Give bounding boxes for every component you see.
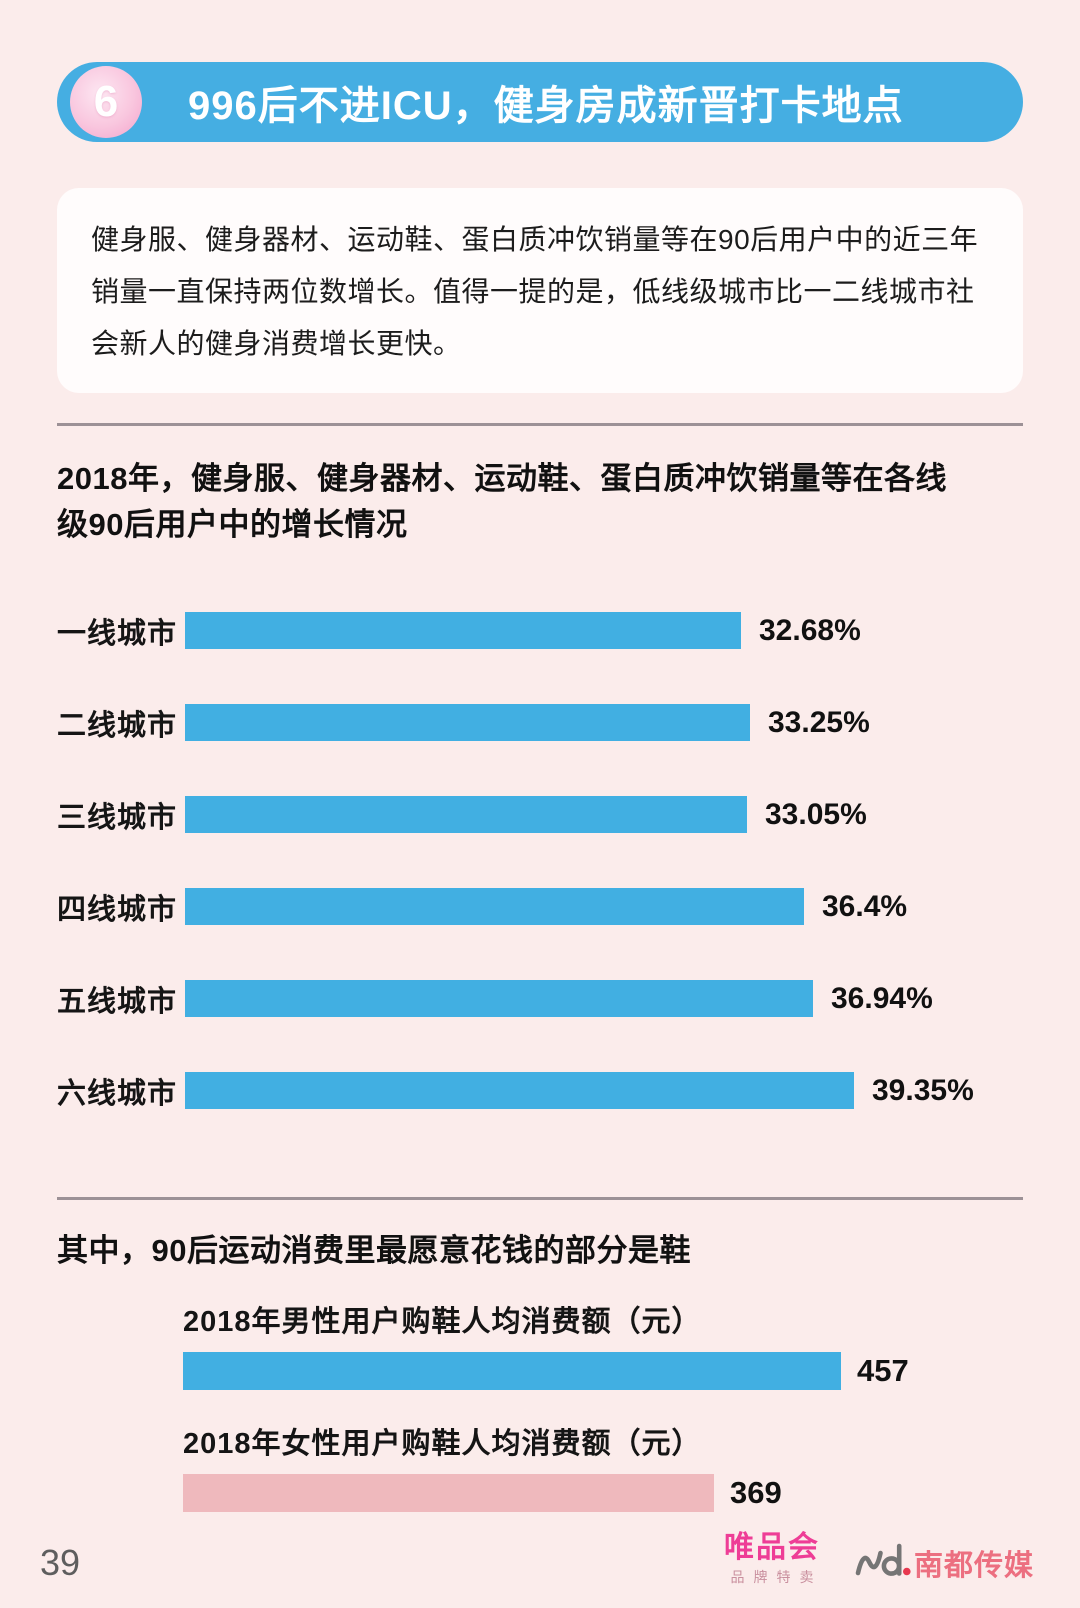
- bar-tier3: [185, 796, 747, 834]
- section-header-banner: 6 996后不进ICU，健身房成新晋打卡地点: [57, 62, 1023, 142]
- nd-media-logo: 南都传媒: [854, 1540, 1034, 1584]
- bar-tier4: [185, 888, 804, 926]
- chart2-title: 其中，90后运动消费里最愿意花钱的部分是鞋: [57, 1233, 691, 1269]
- bar-entry: 2018年女性用户购鞋人均消费额（元） 369: [183, 1420, 1023, 1513]
- page-number: 39: [40, 1542, 81, 1583]
- bar-row: 五线城市 36.94%: [57, 980, 1023, 1018]
- category-label: 2018年男性用户购鞋人均消费额（元）: [183, 1306, 702, 1339]
- value-label: 36.4%: [822, 889, 908, 923]
- chart1-title: 2018年，健身服、健身器材、运动鞋、蛋白质冲饮销量等在各线级90后用户中的增长…: [57, 461, 947, 543]
- category-label: 2018年女性用户购鞋人均消费额（元）: [183, 1428, 702, 1461]
- category-label: 一线城市: [57, 617, 178, 650]
- category-label: 五线城市: [57, 985, 178, 1018]
- bar-tier6: [185, 1072, 854, 1110]
- bar-row: 一线城市 32.68%: [57, 612, 1023, 650]
- section-number-badge: 6: [70, 66, 142, 138]
- nd-logo-text: 南都传媒: [913, 1550, 1034, 1583]
- section-title: 996后不进ICU，健身房成新晋打卡地点: [188, 84, 904, 128]
- bar-entry: 2018年男性用户购鞋人均消费额（元） 457: [183, 1298, 1023, 1391]
- page-footer: 39 唯品会 品牌特卖 南都传媒: [40, 1531, 1034, 1585]
- category-label: 六线城市: [57, 1077, 178, 1110]
- bar-tier1: [185, 612, 741, 650]
- value-label: 33.25%: [768, 705, 870, 739]
- shoe-spend-bar-chart: 2018年男性用户购鞋人均消费额（元） 457 2018年女性用户购鞋人均消费额…: [183, 1298, 1023, 1513]
- category-label: 四线城市: [57, 893, 178, 926]
- value-label: 36.94%: [831, 981, 933, 1015]
- section-number: 6: [93, 77, 119, 126]
- bar-row: 二线城市 33.25%: [57, 704, 1023, 742]
- vipshop-logo: 唯品会 品牌特卖: [723, 1531, 823, 1585]
- nd-mark-icon: [855, 1543, 911, 1576]
- divider-top: [57, 423, 1023, 427]
- category-label: 三线城市: [57, 801, 178, 834]
- bar-tier5: [185, 980, 813, 1018]
- intro-box: 健身服、健身器材、运动鞋、蛋白质冲饮销量等在90后用户中的近三年销量一直保持两位…: [57, 188, 1023, 394]
- city-growth-bar-chart: 一线城市 32.68% 二线城市 33.25% 三线城市 33.05% 四线城市…: [57, 612, 1023, 1110]
- bar-female: [183, 1474, 714, 1513]
- footer-logos: 唯品会 品牌特卖 南都传媒: [723, 1531, 1034, 1585]
- bar-row: 六线城市 39.35%: [57, 1072, 1023, 1110]
- bar-row: 三线城市 33.05%: [57, 796, 1023, 834]
- bar-row: 四线城市 36.4%: [57, 888, 1023, 926]
- page-content: 6 996后不进ICU，健身房成新晋打卡地点 健身服、健身器材、运动鞋、蛋白质冲…: [0, 62, 1080, 1513]
- value-label: 32.68%: [759, 613, 861, 647]
- bar-tier2: [185, 704, 750, 742]
- value-label: 457: [857, 1353, 909, 1389]
- value-label: 369: [730, 1475, 782, 1511]
- value-label: 39.35%: [872, 1073, 974, 1107]
- category-label: 二线城市: [57, 709, 178, 742]
- divider-bottom: [57, 1197, 1023, 1201]
- bar-row: 457: [183, 1352, 1023, 1391]
- vipshop-logo-text: 唯品会: [723, 1531, 820, 1564]
- bar-row: 369: [183, 1474, 1023, 1513]
- bar-male: [183, 1352, 841, 1391]
- value-label: 33.05%: [765, 797, 867, 831]
- vipshop-tagline: 品牌特卖: [730, 1569, 823, 1585]
- intro-text: 健身服、健身器材、运动鞋、蛋白质冲饮销量等在90后用户中的近三年销量一直保持两位…: [91, 224, 979, 359]
